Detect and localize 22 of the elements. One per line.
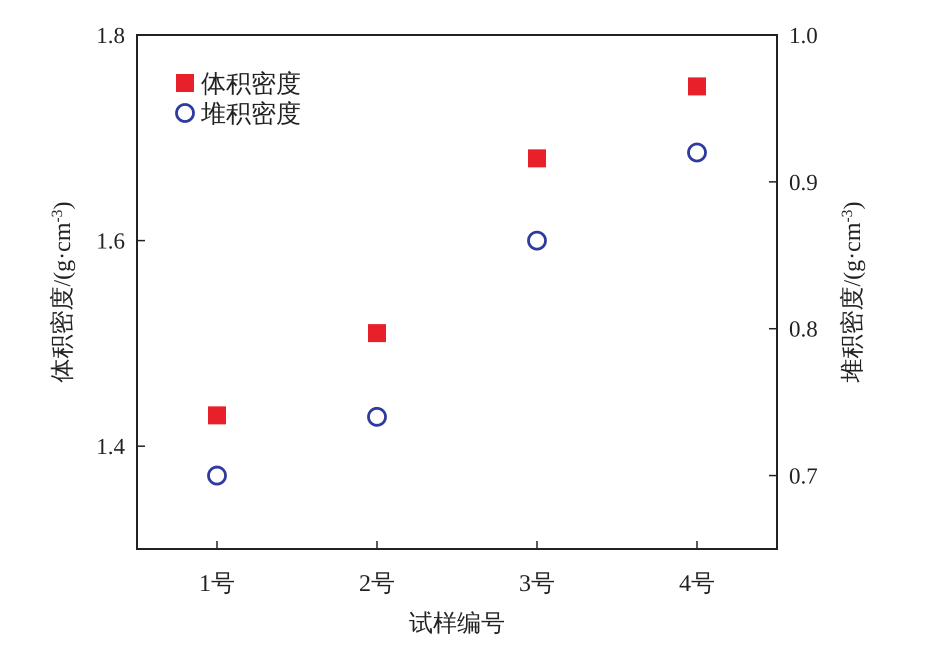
- y2-tick-label: 0.7: [789, 464, 818, 489]
- point: [368, 324, 386, 342]
- x-tick-label: 2号: [359, 571, 395, 597]
- point: [687, 142, 707, 162]
- y-tick-label: 1.8: [96, 23, 125, 48]
- x-tick-label: 3号: [519, 571, 555, 597]
- y2-tick-label: 1.0: [789, 23, 818, 48]
- x-tick-label: 1号: [199, 571, 235, 597]
- point: [688, 77, 706, 96]
- x-axis-title: 试样编号: [409, 610, 505, 637]
- point: [208, 406, 226, 424]
- y-tick-label: 1.4: [96, 434, 126, 460]
- y2-tick-label: 0.9: [789, 170, 818, 195]
- legend-label: 堆积密度: [200, 100, 301, 128]
- point: [528, 149, 546, 168]
- y2-tick-label: 0.8: [789, 316, 818, 342]
- point: [527, 230, 547, 250]
- y-tick-label: 1.6: [96, 228, 125, 254]
- x-tick-label: 4号: [679, 571, 715, 597]
- legend-label: 体积密度: [201, 70, 301, 98]
- point: [367, 406, 387, 427]
- point: [207, 466, 227, 486]
